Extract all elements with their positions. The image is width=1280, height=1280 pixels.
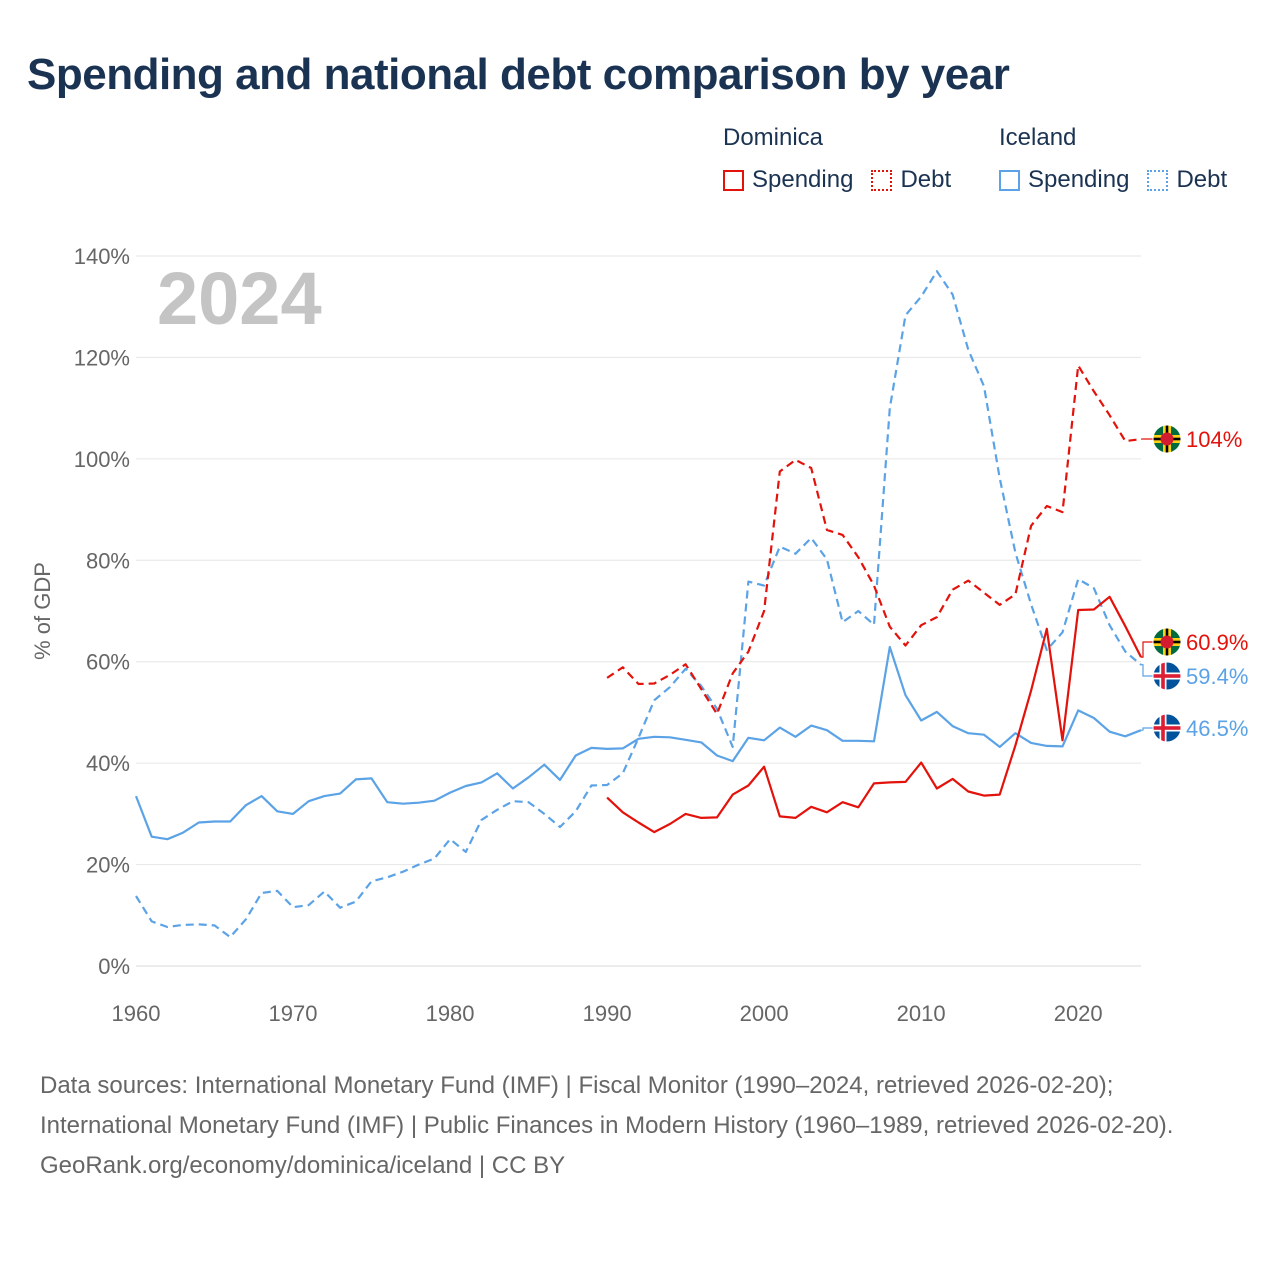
y-axis-label: % of GDP <box>30 562 55 660</box>
year-watermark: 2024 <box>157 257 322 340</box>
data-sources: Data sources: International Monetary Fun… <box>40 1072 1174 1139</box>
y-tick-label: 60% <box>86 650 130 675</box>
series-lines <box>134 270 1142 939</box>
gridlines <box>136 255 1141 967</box>
end-value-label: 104% <box>1186 427 1242 452</box>
y-tick-label: 120% <box>74 345 130 370</box>
end-value-label: 59.4% <box>1186 664 1248 689</box>
y-tick-label: 140% <box>74 244 130 269</box>
legend-label: Spending <box>1028 166 1130 193</box>
dominica-flag-icon <box>1152 627 1182 657</box>
end-value-label: 60.9% <box>1186 630 1248 655</box>
legend-item-iceland-debt[interactable]: Debt <box>1147 166 1227 194</box>
legend-swatch-solid <box>723 169 744 191</box>
legend-label: Spending <box>752 166 854 193</box>
footer: Data sources: International Monetary Fun… <box>40 1066 1240 1186</box>
series-line-iceland-spending[interactable] <box>134 645 1142 841</box>
legend-label: Debt <box>1176 166 1228 193</box>
legend-country-iceland: Iceland <box>999 124 1077 151</box>
series-line-iceland-debt[interactable] <box>135 270 1142 939</box>
x-tick-label: 2000 <box>740 1001 789 1026</box>
legend-item-dominica-spending[interactable]: Spending <box>723 166 853 194</box>
end-connector <box>1141 664 1153 677</box>
x-tick-label: 1990 <box>583 1001 632 1026</box>
legend-swatch-dotted <box>1147 169 1169 191</box>
legend-item-iceland-spending[interactable]: Spending <box>999 166 1129 194</box>
iceland-flag-icon <box>1152 661 1182 691</box>
x-tick-label: 2020 <box>1054 1001 1103 1026</box>
chart-title: Spending and national debt comparison by… <box>27 50 1010 99</box>
y-tick-label: 80% <box>86 548 130 573</box>
legend-label: Debt <box>900 166 952 193</box>
y-tick-label: 40% <box>86 751 130 776</box>
end-labels: 46.5% 59.4% 60.9% 104% <box>1141 424 1248 743</box>
legend-swatch-solid <box>999 169 1020 191</box>
legend-dominica: Dominica Spending Debt <box>723 124 969 194</box>
legend-swatch-dotted <box>871 169 893 191</box>
x-tick-label: 1970 <box>269 1001 318 1026</box>
x-tick-label: 2010 <box>897 1001 946 1026</box>
end-connector <box>1141 641 1153 658</box>
credit-link[interactable]: GeoRank.org/economy/dominica/iceland | C… <box>40 1152 566 1179</box>
end-value-label: 46.5% <box>1186 716 1248 741</box>
y-tick-label: 20% <box>86 853 130 878</box>
dominica-flag-icon <box>1152 424 1182 454</box>
legend-iceland: Iceland Spending Debt <box>999 124 1227 194</box>
legend-country-dominica: Dominica <box>723 124 824 151</box>
series-line-dominica-spending[interactable] <box>606 595 1142 834</box>
x-tick-label: 1960 <box>112 1001 161 1026</box>
iceland-flag-icon <box>1152 713 1182 743</box>
x-tick-label: 1980 <box>426 1001 475 1026</box>
legend-item-dominica-debt[interactable]: Debt <box>871 166 951 194</box>
chart-area: 2024 0% 20% 40% 60% 80% 100% 120% 140% 1960 1970 1… <box>30 244 1248 1026</box>
y-tick-label: 100% <box>74 447 130 472</box>
axes: 0% 20% 40% 60% 80% 100% 120% 140% 1960 1970 1980 19… <box>30 244 1103 1026</box>
end-connector <box>1141 727 1153 731</box>
y-tick-label: 0% <box>98 954 130 979</box>
